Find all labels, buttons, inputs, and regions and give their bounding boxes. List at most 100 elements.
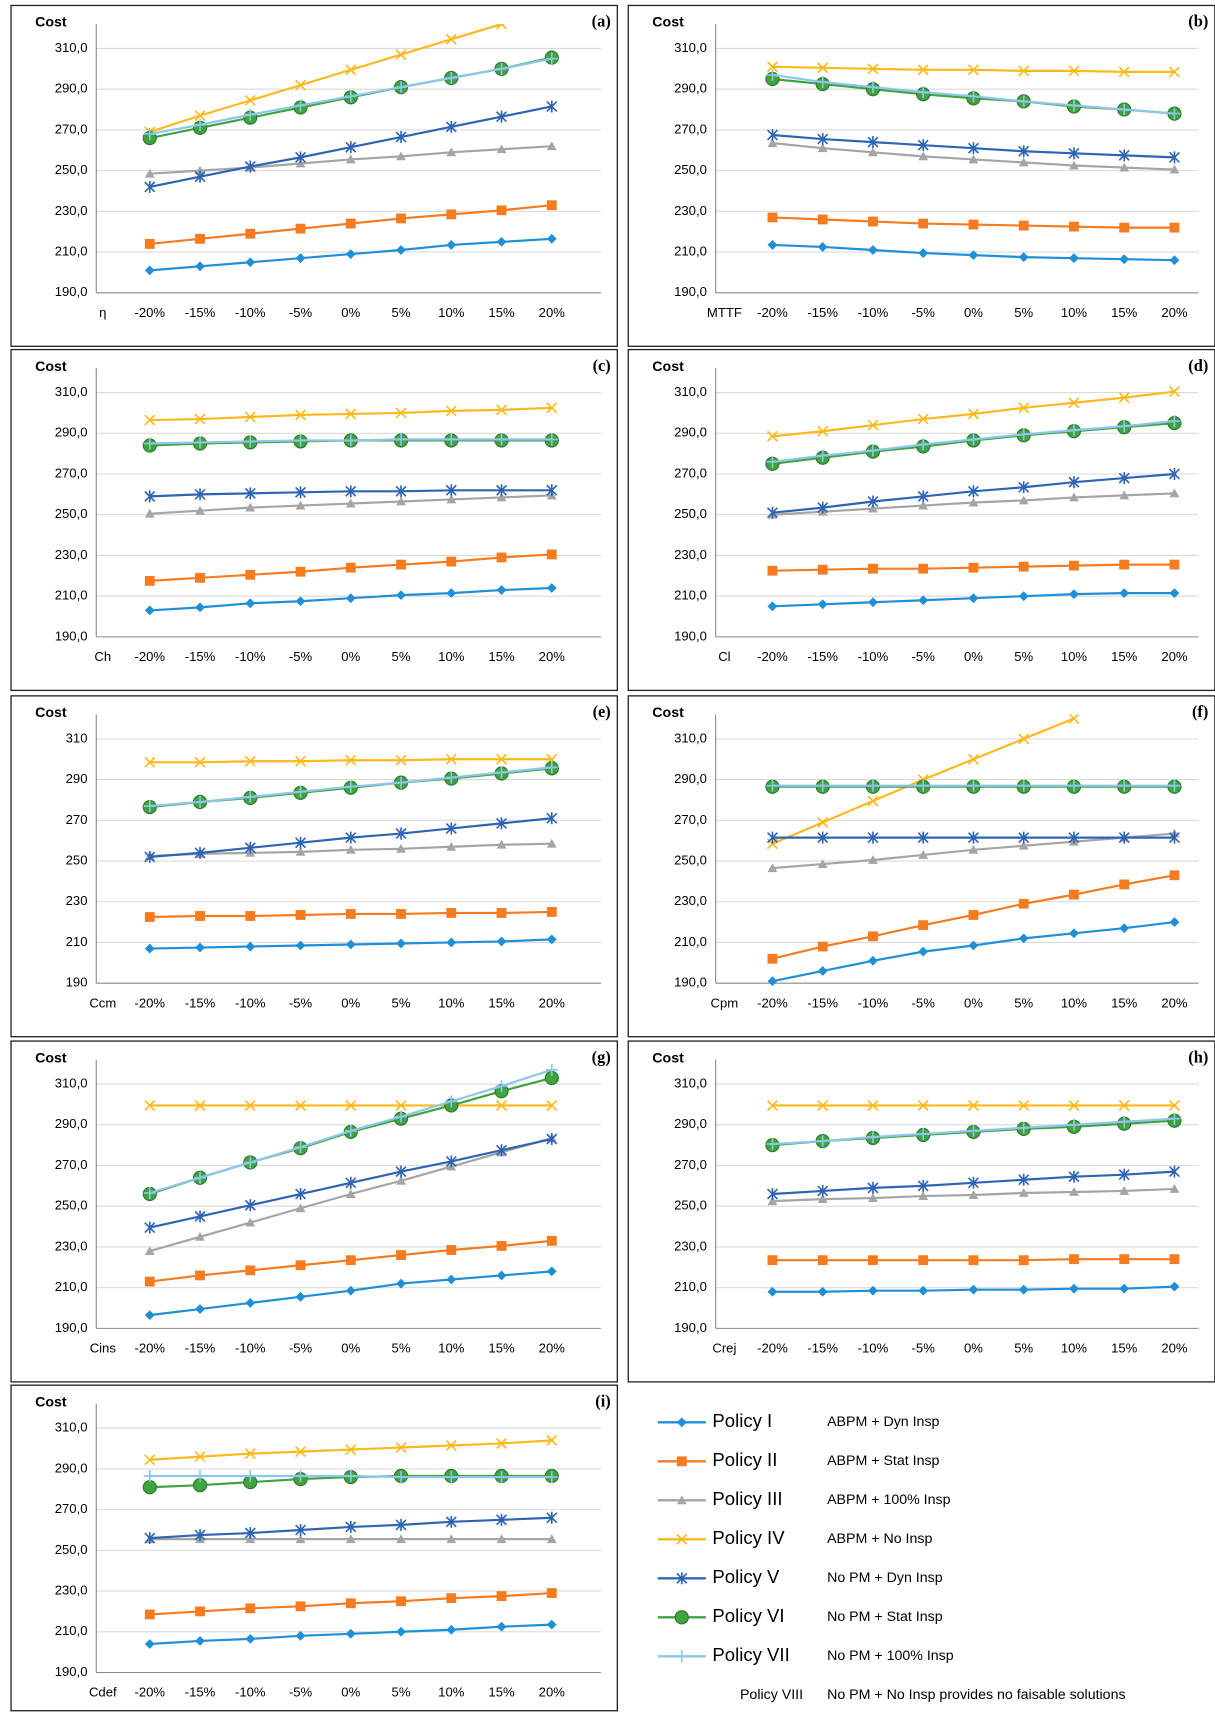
marker (496, 817, 508, 830)
marker (195, 1304, 205, 1314)
marker (868, 245, 878, 255)
marker (817, 1099, 829, 1111)
marker (1068, 476, 1080, 489)
marker (546, 934, 557, 945)
marker (396, 213, 406, 224)
marker (1118, 103, 1131, 116)
x-tick-label: 15% (488, 305, 515, 320)
marker (345, 141, 357, 154)
marker (195, 261, 205, 272)
marker (345, 154, 356, 164)
marker (496, 484, 508, 497)
marker (546, 1511, 558, 1524)
marker (1118, 472, 1130, 485)
marker (395, 49, 407, 61)
marker (445, 1155, 457, 1168)
marker-stroke (1018, 402, 1030, 414)
marker-stroke (295, 79, 307, 91)
x-axis-title: Cdef (89, 1685, 117, 1700)
marker (445, 753, 457, 765)
marker (295, 566, 306, 577)
marker (245, 1265, 256, 1276)
marker-stroke (500, 24, 508, 30)
marker (868, 503, 878, 513)
marker (446, 240, 457, 250)
x-tick-label: -5% (289, 1685, 313, 1700)
marker (967, 1124, 980, 1137)
panel: 190,0 210,0 230,0 250,0 270,0 290,0 310,0 Cost (… (10, 4, 618, 347)
x-axis-title: Cins (90, 1341, 117, 1356)
marker (1118, 1099, 1130, 1111)
panel-label: (d) (1188, 356, 1208, 375)
marker (817, 1184, 829, 1197)
marker (918, 1255, 929, 1266)
marker (1069, 253, 1079, 264)
plot-area (142, 402, 559, 616)
x-tick-label: -20% (134, 649, 165, 664)
legend-description: ABPM + Dyn Insp (827, 1414, 939, 1430)
marker (194, 756, 206, 768)
x-tick-label: -15% (807, 1341, 838, 1356)
marker (395, 433, 408, 446)
marker (295, 1523, 307, 1536)
marker (345, 593, 356, 604)
marker-stroke (295, 755, 307, 767)
marker (344, 90, 357, 103)
marker (867, 1099, 879, 1111)
marker (917, 779, 930, 792)
marker (1169, 870, 1180, 881)
marker-stroke (817, 1099, 829, 1111)
marker (446, 1534, 457, 1544)
marker (817, 242, 828, 252)
marker (817, 501, 829, 514)
plot-area (765, 714, 1182, 987)
marker-stroke (867, 795, 879, 807)
marker (1069, 221, 1079, 232)
marker-stroke (867, 1099, 879, 1111)
marker (144, 1221, 156, 1234)
marker (496, 585, 507, 595)
marker (395, 407, 407, 419)
marker (295, 253, 306, 264)
marker (446, 556, 457, 567)
marker (245, 569, 256, 580)
marker (917, 64, 929, 76)
y-tick-label: 270,0 (674, 121, 707, 136)
marker (445, 433, 458, 446)
x-tick-label: -20% (757, 995, 788, 1010)
y-tick-label: 210,0 (674, 934, 707, 949)
marker (144, 238, 155, 249)
marker (344, 780, 357, 793)
marker (868, 1193, 878, 1203)
y-tick-label: 210,0 (55, 244, 88, 259)
y-axis-title: Cost (35, 705, 67, 721)
marker-stroke (244, 1448, 256, 1460)
marker-stroke (1068, 714, 1080, 725)
x-tick-label: 10% (438, 1341, 465, 1356)
x-tick-label: 10% (438, 649, 465, 664)
y-tick-label: 250,0 (55, 506, 88, 521)
marker-stroke (546, 1434, 558, 1446)
marker (195, 1231, 205, 1241)
marker (817, 599, 828, 610)
x-axis-title: Cpm (711, 995, 739, 1010)
panel-label: (i) (595, 1391, 610, 1410)
marker-stroke (345, 408, 357, 420)
marker (294, 434, 307, 447)
marker (546, 484, 558, 497)
x-tick-label: -15% (185, 305, 216, 320)
x-tick-label: 5% (1014, 305, 1033, 320)
marker-stroke (295, 409, 307, 421)
y-tick-label: 230 (66, 893, 88, 908)
marker (917, 831, 929, 844)
marker (767, 863, 778, 873)
plot-area (142, 24, 559, 276)
marker (1018, 402, 1030, 414)
y-tick-label: 230,0 (674, 547, 707, 562)
marker (967, 1176, 979, 1189)
panel-label: (c) (593, 356, 611, 375)
marker (496, 1099, 508, 1111)
y-tick-label: 270,0 (55, 465, 88, 480)
marker (244, 487, 256, 500)
marker-stroke (144, 1454, 156, 1466)
